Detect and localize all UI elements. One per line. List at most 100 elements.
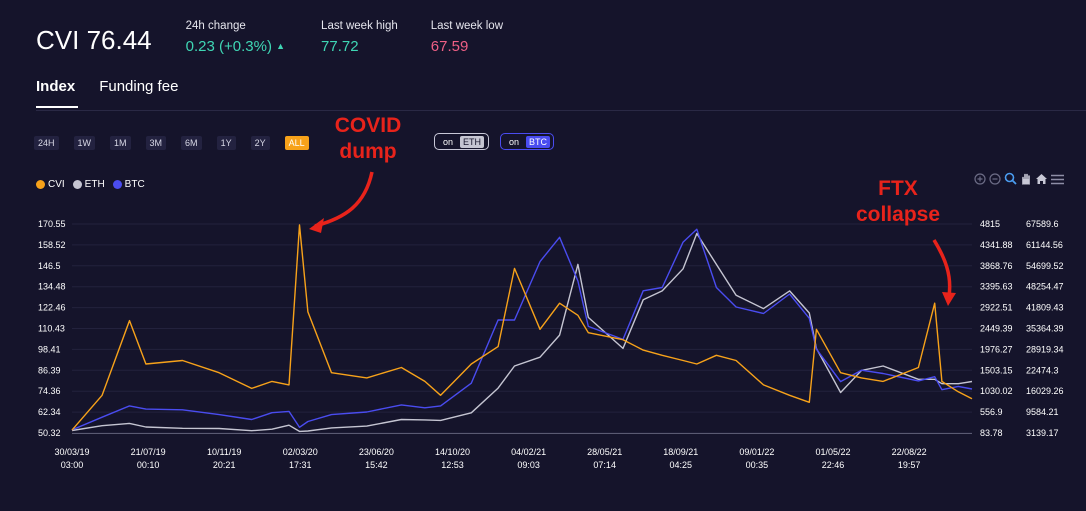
x-tick-time: 04:25: [670, 460, 693, 470]
x-tick-time: 22:46: [822, 460, 845, 470]
y-left-tick: 170.55: [38, 219, 66, 229]
range-6m-button[interactable]: 6M: [181, 136, 202, 150]
y-right-btc-tick: 3139.17: [1026, 428, 1059, 438]
y-left-tick: 146.5: [38, 261, 61, 271]
y-right-btc-tick: 9584.21: [1026, 407, 1059, 417]
y-right-eth-tick: 556.9: [980, 407, 1003, 417]
x-tick-time: 09:03: [517, 460, 540, 470]
y-left-tick: 62.34: [38, 407, 61, 417]
high-value: 77.72: [321, 38, 359, 55]
x-tick-time: 19:57: [898, 460, 921, 470]
x-tick-date: 30/03/19: [54, 447, 89, 457]
low-value: 67.59: [430, 38, 469, 55]
x-tick-label: 28/05/21 07:14: [587, 447, 622, 470]
series-line-cvi: [71, 224, 973, 431]
x-tick-label: 01/05/22 22:46: [815, 447, 850, 470]
x-tick-label: 30/03/19 03:00: [54, 447, 89, 470]
tab-divider: [36, 110, 1086, 111]
x-tick-label: 18/09/21 04:25: [663, 447, 698, 470]
range-1w-button[interactable]: 1W: [73, 136, 96, 150]
y-left-tick: 86.39: [38, 365, 61, 375]
x-tick-label: 23/06/20 15:42: [359, 447, 394, 470]
x-tick-label: 22/08/22 19:57: [892, 447, 927, 470]
x-tick-date: 09/01/22: [739, 447, 774, 457]
x-tick-date: 10/11/19: [207, 447, 241, 457]
x-tick-time: 12:53: [441, 460, 464, 470]
y-right-btc-tick: 41809.43: [1026, 303, 1064, 313]
y-right-btc-tick: 16029.26: [1026, 386, 1064, 396]
x-tick-time: 17:31: [289, 460, 312, 470]
range-2y-button[interactable]: 2Y: [250, 136, 270, 150]
y-right-eth-tick: 1503.15: [980, 365, 1013, 375]
y-right-eth-tick: 83.78: [980, 428, 1003, 438]
y-right-eth-tick: 2449.39: [980, 324, 1013, 334]
x-tick-time: 03:00: [61, 460, 84, 470]
x-tick-time: 07:14: [593, 460, 616, 470]
legend-item-btc[interactable]: BTC: [112, 179, 145, 190]
y-right-btc-tick: 48254.47: [1026, 282, 1064, 292]
x-tick-time: 15:42: [365, 460, 388, 470]
legend-label-btc: BTC: [124, 179, 145, 190]
x-tick-time: 00:10: [137, 460, 160, 470]
y-left-tick: 98.41: [38, 344, 61, 354]
range-1m-button[interactable]: 1M: [110, 136, 131, 150]
series-line-btc: [71, 228, 973, 431]
low-label: Last week low: [430, 20, 503, 32]
x-tick-date: 21/07/19: [131, 447, 166, 457]
pan-hand-icon[interactable]: [1020, 172, 1032, 190]
x-tick-time: 00:35: [746, 460, 769, 470]
eth-toggle[interactable]: on ETH: [434, 133, 489, 150]
range-selector: 24H 1W 1M 3M 6M 1Y 2Y ALL: [34, 136, 324, 150]
x-tick-date: 22/08/22: [892, 447, 927, 457]
y-right-eth-tick: 4341.88: [980, 240, 1013, 250]
x-tick-date: 04/02/21: [511, 447, 546, 457]
y-right-btc-tick: 22474.3: [1026, 365, 1059, 375]
btc-toggle[interactable]: on BTC: [500, 133, 554, 150]
legend-item-eth[interactable]: ETH: [72, 179, 105, 190]
eth-toggle-on-label: on: [443, 136, 454, 147]
y-right-eth-tick: 3395.63: [980, 282, 1013, 292]
x-tick-date: 18/09/21: [663, 447, 698, 457]
x-tick-label: 04/02/21 09:03: [511, 447, 546, 470]
btc-toggle-chip: BTC: [526, 135, 551, 148]
low-stat: Last week low 67.59: [431, 18, 503, 58]
home-icon[interactable]: [1035, 172, 1048, 190]
y-left-tick: 74.36: [38, 386, 61, 396]
caret-up-icon: ▲: [276, 41, 286, 51]
legend-label-eth: ETH: [84, 179, 105, 190]
range-all-button[interactable]: ALL: [284, 136, 309, 150]
eth-toggle-chip: ETH: [460, 135, 485, 148]
range-1y-button[interactable]: 1Y: [216, 136, 236, 150]
y-left-tick: 50.32: [38, 428, 61, 438]
covid-annotation: COVID dump: [334, 114, 402, 163]
tab-index[interactable]: Index: [36, 78, 76, 95]
zoom-out-icon[interactable]: [989, 172, 1001, 190]
zoom-select-icon[interactable]: [1004, 172, 1017, 190]
x-tick-date: 28/05/21: [587, 447, 622, 457]
tab-funding-fee[interactable]: Funding fee: [99, 78, 179, 95]
index-title: CVI 76.44: [36, 25, 152, 55]
y-right-eth-tick: 3868.76: [980, 261, 1013, 271]
legend-item-cvi[interactable]: CVI: [36, 179, 65, 190]
y-left-tick: 110.43: [38, 324, 65, 334]
y-right-btc-tick: 67589.6: [1026, 219, 1059, 229]
zoom-in-icon[interactable]: [974, 172, 986, 190]
y-right-eth-tick: 2922.51: [980, 303, 1013, 313]
x-tick-label: 10/11/19 20:21: [207, 447, 241, 470]
legend-dot-eth: [72, 180, 82, 189]
x-tick-label: 21/07/19 00:10: [131, 447, 166, 470]
range-3m-button[interactable]: 3M: [145, 136, 167, 150]
menu-icon[interactable]: [1051, 172, 1064, 190]
high-stat: Last week high 77.72: [321, 18, 398, 58]
range-24h-button[interactable]: 24H: [34, 136, 59, 150]
x-tick-time: 20:21: [213, 460, 236, 470]
btc-toggle-on-label: on: [509, 136, 520, 147]
series-line-eth: [71, 232, 973, 433]
y-right-eth-tick: 1976.27: [980, 344, 1013, 354]
x-tick-date: 01/05/22: [815, 447, 850, 457]
x-tick-label: 09/01/22 00:35: [739, 447, 774, 470]
legend-dot-btc: [112, 180, 122, 189]
legend-label-cvi: CVI: [48, 179, 65, 190]
tab-bar: Index Funding fee: [36, 78, 202, 95]
